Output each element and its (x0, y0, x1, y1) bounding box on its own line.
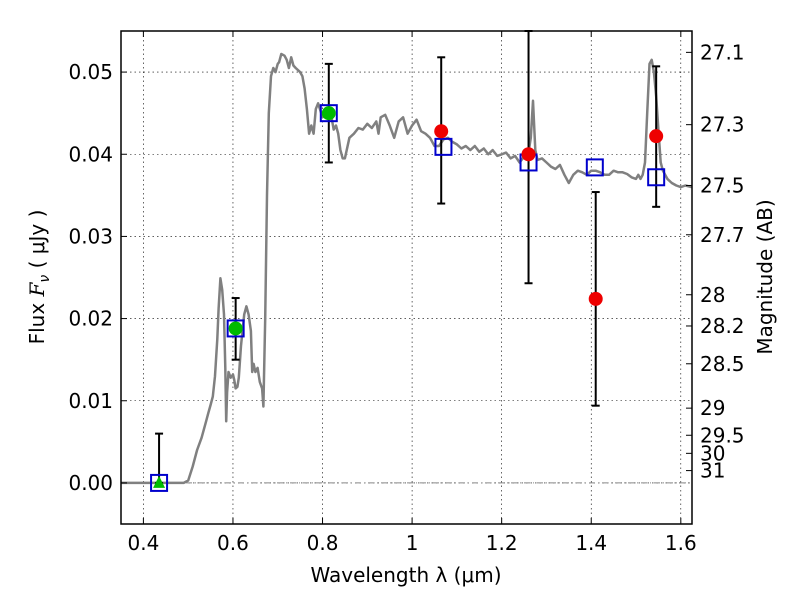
y-tick-label: 0.03 (68, 224, 113, 248)
y-tick-label: 0.02 (68, 307, 113, 331)
y-axis-label-symbol: F (25, 281, 49, 297)
x-axis-label: Wavelength λ (μm) (310, 563, 501, 587)
y2-axis-label: Magnitude (AB) (753, 199, 777, 354)
sed-model-path (121, 52, 692, 485)
y2-tick-label: 28.5 (700, 352, 745, 376)
x-tick-label: 0.8 (307, 531, 339, 555)
y2-tick-label: 27.7 (700, 223, 745, 247)
square-marker (434, 137, 453, 156)
y-tick-label: 0.05 (68, 60, 113, 84)
sed-model-curve (121, 52, 692, 485)
y2-tick-label: 27.1 (700, 40, 745, 64)
x-tick-label: 1.4 (575, 531, 607, 555)
circle-marker (521, 147, 536, 162)
error-bars (155, 30, 661, 484)
y2-tick-label: 31 (700, 459, 725, 483)
square-marker (647, 168, 666, 187)
x-tick-label: 1.6 (665, 531, 697, 555)
square-marker (150, 473, 169, 492)
y-tick-label: 0.00 (68, 471, 113, 495)
y2-tick-label: 28.2 (700, 314, 745, 338)
y-axis-label-subscript: ν (37, 275, 53, 283)
y-tick-label: 0.04 (68, 142, 113, 166)
square-marker (585, 158, 604, 177)
y-axis-label-prefix: Flux (25, 296, 49, 344)
y2-tick-label: 29.5 (700, 423, 745, 447)
data-markers (150, 104, 666, 492)
y2-tick-label: 29 (700, 396, 725, 420)
circle-marker (321, 106, 336, 121)
y2-tick-label: 27.5 (700, 173, 745, 197)
circle-marker (434, 124, 449, 139)
x-tick-label: 1.2 (486, 531, 518, 555)
y-tick-label: 0.01 (68, 389, 113, 413)
tick-labels: 0.4 0.6 0.8 1 1.2 1.4 1.6 0.00 0.01 0.02 0.03 0.04 0… (68, 40, 744, 555)
plot-frame (120, 30, 693, 525)
y2-tick-label: 28 (700, 283, 725, 307)
y-axis-label-suffix: ( μJy ) (25, 210, 49, 275)
x-tick-label: 0.6 (217, 531, 249, 555)
circle-marker (228, 321, 243, 336)
square-marker (226, 319, 245, 338)
triangle-marker (153, 475, 166, 488)
axis-ticks (121, 31, 692, 524)
y2-tick-label: 30 (700, 441, 725, 465)
grid (121, 31, 692, 524)
y2-tick-label: 27.3 (700, 113, 745, 137)
y-axis-label: Flux Fν ( μJy ) (25, 210, 53, 345)
circle-marker (588, 291, 603, 306)
square-marker (319, 104, 338, 123)
circle-marker (649, 129, 664, 144)
x-tick-label: 1 (406, 531, 419, 555)
x-tick-label: 0.4 (127, 531, 159, 555)
